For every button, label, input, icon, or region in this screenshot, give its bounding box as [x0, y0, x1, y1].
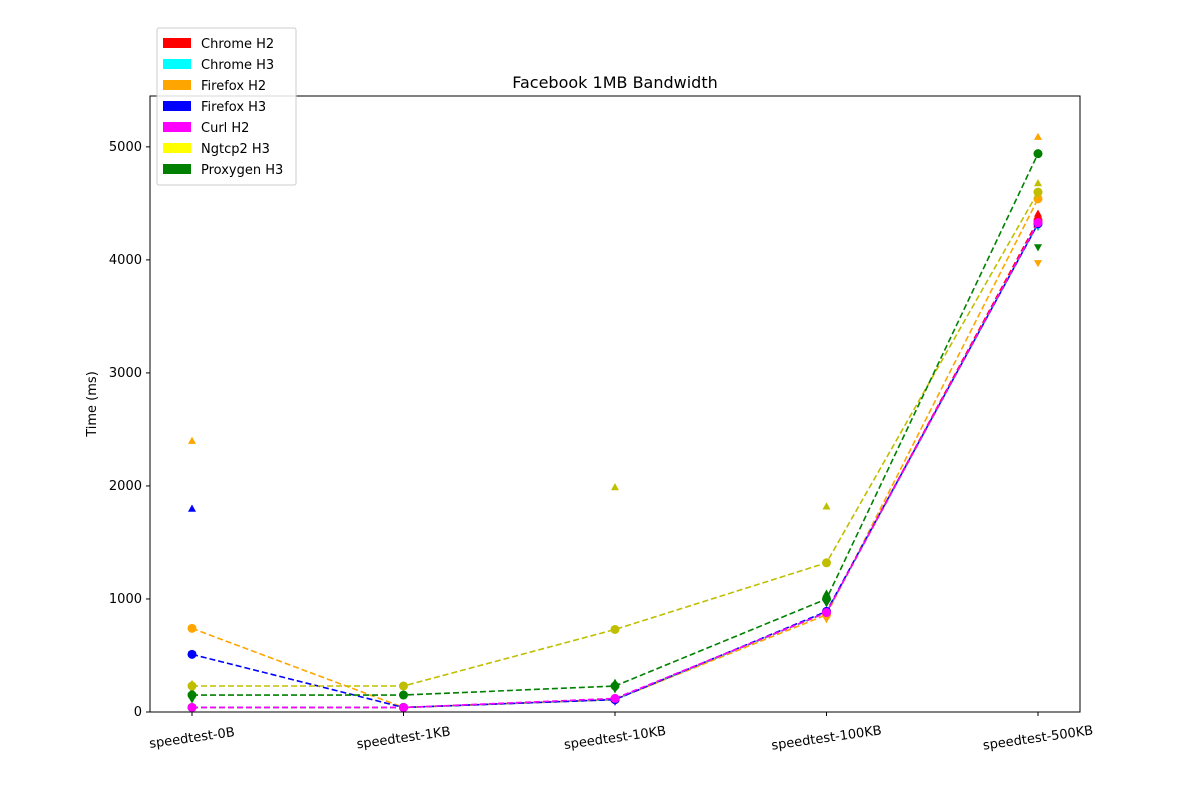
series-point: [822, 608, 831, 618]
series-point: [610, 624, 620, 634]
legend-label: Proxygen H3: [201, 163, 283, 178]
legend-swatch: [163, 143, 191, 153]
outlier-marker: [1034, 260, 1042, 268]
legend-swatch: [163, 59, 191, 69]
legend-label: Firefox H2: [201, 79, 266, 94]
legend-swatch: [163, 38, 191, 48]
plot-marks: [187, 132, 1043, 713]
x-tick-label: speedtest-100KB: [770, 723, 882, 753]
legend-label: Ngtcp2 H3: [201, 142, 270, 157]
series-point: [610, 693, 620, 703]
legend-label: Chrome H2: [201, 37, 274, 52]
outlier-marker: [188, 504, 196, 512]
outlier-marker: [611, 483, 619, 491]
legend-box: [156, 27, 297, 186]
y-tick-label: 4000: [109, 253, 142, 268]
series-point: [187, 681, 197, 691]
outlier-marker: [822, 589, 831, 597]
y-tick-label: 5000: [109, 140, 142, 155]
series-point: [1033, 218, 1043, 228]
legend-swatch: [163, 80, 191, 90]
outlier-marker: [822, 502, 831, 510]
series-line: [192, 191, 1039, 687]
outlier-marker: [1034, 179, 1042, 187]
outlier-marker: [1034, 132, 1042, 140]
series-line: [191, 223, 1039, 709]
series-point: [399, 702, 408, 712]
outlier-marker: [1034, 244, 1042, 252]
series-point: [399, 690, 408, 700]
legend: Chrome H2 Chrome H3 Firefox H2 Firefox H3 Cu…: [156, 27, 297, 186]
y-tick-label: 1000: [109, 592, 142, 607]
series-point: [187, 649, 197, 659]
series-point: [187, 702, 197, 712]
legend-label: Chrome H3: [201, 58, 274, 73]
axes: 0 1000 2000 3000 4000 5000 speedtest-0B speedte…: [109, 140, 1094, 754]
legend-swatch: [163, 101, 191, 111]
series-point: [187, 690, 197, 700]
series-line: [192, 223, 1039, 709]
y-tick-label: 3000: [109, 366, 142, 381]
outlier-marker: [1034, 209, 1042, 217]
legend-label: Firefox H3: [201, 100, 266, 115]
y-tick-label: 2000: [109, 479, 142, 494]
chart-title: Facebook 1MB Bandwidth: [512, 73, 718, 92]
series-point: [822, 558, 831, 568]
legend-label: Curl H2: [201, 121, 249, 136]
legend-swatch: [163, 164, 191, 174]
series-point: [1033, 149, 1043, 159]
x-tick-label: speedtest-0B: [148, 725, 235, 752]
series-point: [187, 623, 197, 633]
series-point: [399, 681, 408, 691]
legend-swatch: [163, 122, 191, 132]
series-point: [822, 594, 831, 604]
outlier-marker: [188, 436, 196, 444]
series-line: [192, 222, 1039, 709]
series-point: [1033, 187, 1043, 197]
series-line: [192, 153, 1039, 696]
series-point: [610, 681, 620, 691]
x-tick-label: speedtest-10KB: [563, 724, 667, 753]
x-tick-label: speedtest-500KB: [982, 723, 1094, 753]
y-axis-label: Time (ms): [85, 371, 100, 438]
x-tick-label: speedtest-1KB: [356, 724, 452, 752]
series-line: [192, 219, 1039, 709]
y-tick-label: 0: [134, 705, 142, 720]
